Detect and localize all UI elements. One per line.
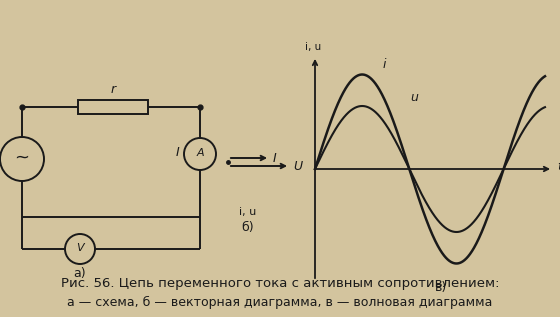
Text: I: I [273,152,277,165]
Text: r: r [110,83,115,96]
Text: ~: ~ [15,149,30,167]
Text: i, u: i, u [239,207,256,217]
Circle shape [65,234,95,264]
Text: в): в) [435,281,447,294]
Text: а): а) [74,267,86,280]
Text: i: i [382,57,386,70]
Text: а — схема, б — векторная диаграмма, в — волновая диаграмма: а — схема, б — векторная диаграмма, в — … [67,295,493,308]
Bar [78,100,148,114]
Text: i, u: i, u [305,42,321,52]
Text: u: u [410,91,418,104]
Text: б): б) [242,222,254,235]
Text: t: t [557,160,560,173]
Circle shape [0,137,44,181]
Circle shape [184,138,216,170]
Text: Рис. 56. Цепь переменного тока с активным сопротивлением:: Рис. 56. Цепь переменного тока с активны… [60,277,500,290]
Text: V: V [76,243,84,253]
Text: A: A [196,148,204,158]
Text: U: U [293,159,302,172]
Text: I: I [175,146,179,159]
